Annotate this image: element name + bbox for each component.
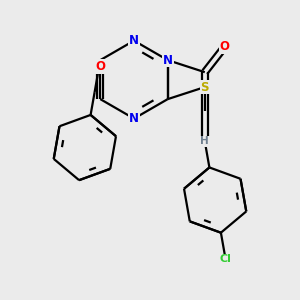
Text: N: N	[129, 112, 139, 125]
Text: N: N	[129, 34, 139, 47]
Text: S: S	[201, 81, 209, 94]
Text: H: H	[200, 136, 209, 146]
Text: O: O	[220, 40, 230, 53]
Text: O: O	[95, 60, 105, 73]
Text: Cl: Cl	[220, 254, 232, 264]
Text: N: N	[163, 54, 173, 67]
